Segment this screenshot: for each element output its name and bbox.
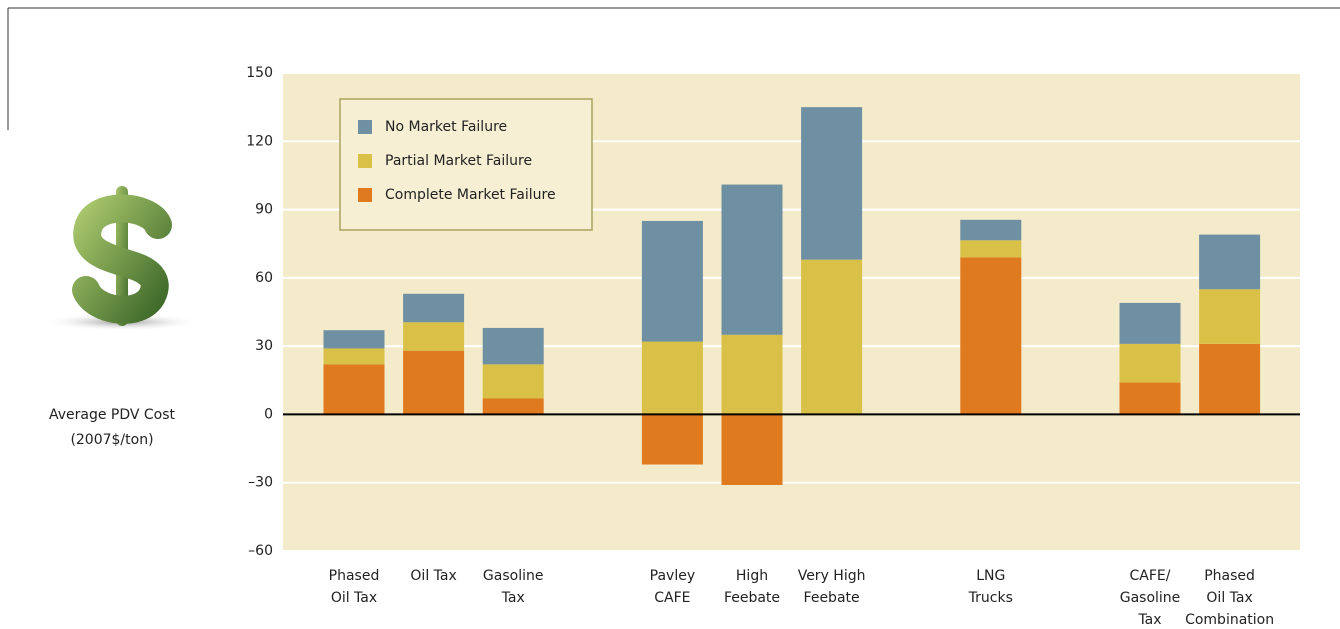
bar-segment [403,322,465,351]
y-tick-label: 90 [255,202,273,218]
y-tick-label: –60 [248,543,273,559]
x-tick-label: Trucks [968,590,1013,606]
x-tick-label: Pavley [650,568,695,584]
bar-segment [1199,343,1261,415]
bar-segment [323,364,385,415]
x-tick-label: Gasoline [1120,590,1181,606]
x-tick-label: Phased [1204,568,1255,584]
bar-segment [641,341,703,415]
x-tick-label: Oil Tax [331,590,377,606]
y-axis-label: Average PDV Cost [49,407,176,423]
legend-label: No Market Failure [385,119,507,135]
bar-segment [960,219,1022,241]
x-tick-label: LNG [976,568,1005,584]
x-tick-label: Phased [329,568,380,584]
bar-segment [1199,234,1261,290]
bar-segment [1119,382,1181,415]
bar-segment [721,184,783,335]
bar-segment [1199,289,1261,344]
bar-segment [1119,343,1181,383]
x-tick-label: CAFE [654,590,690,606]
x-tick-label: Feebate [724,590,780,606]
bar-segment [721,334,783,415]
bar-segment [960,257,1022,415]
x-tick-label: Gasoline [483,568,544,584]
bar-segment [323,330,385,349]
y-tick-label: 30 [255,338,273,354]
x-tick-label: High [736,568,768,584]
y-tick-label: 120 [246,133,273,149]
y-tick-label: 60 [255,270,273,286]
x-tick-label: Oil Tax [1206,590,1252,606]
legend-swatch [358,120,372,134]
bar-segment [323,348,385,365]
x-tick-label: Very High [798,568,866,584]
legend-label: Complete Market Failure [385,187,556,203]
x-tick-label: Oil Tax [410,568,456,584]
x-tick-label: Feebate [804,590,860,606]
y-axis-label: (2007$/ton) [70,432,153,448]
bar-segment [403,293,465,323]
bar-segment [482,364,544,399]
bar-segment [801,107,863,260]
legend-label: Partial Market Failure [385,153,532,169]
bar-segment [960,240,1022,258]
bar-segment [482,398,544,415]
x-tick-label: Tax [1137,612,1161,628]
dollar-icon [42,186,202,331]
y-tick-label: 150 [246,65,273,81]
bar-segment [1119,302,1181,344]
bars [323,107,1261,485]
bar-segment [403,350,465,415]
overlay: –60 –30 0 30 60 90 120 150 Phased Oil Tax Oil Tax G… [246,65,1300,628]
x-tick-label: CAFE/ [1130,568,1171,584]
x-tick-label: Combination [1185,612,1274,628]
y-tick-label: –30 [248,475,273,491]
bar-segment [801,259,863,415]
bar-segment [721,414,783,485]
legend-swatch [358,154,372,168]
bar-segment [641,220,703,342]
y-tick-label: 0 [264,406,273,422]
legend-box [339,98,593,231]
bar-segment [641,414,703,465]
x-tick-label: Tax [501,590,525,606]
legend-swatch [358,188,372,202]
bar-segment [482,327,544,365]
